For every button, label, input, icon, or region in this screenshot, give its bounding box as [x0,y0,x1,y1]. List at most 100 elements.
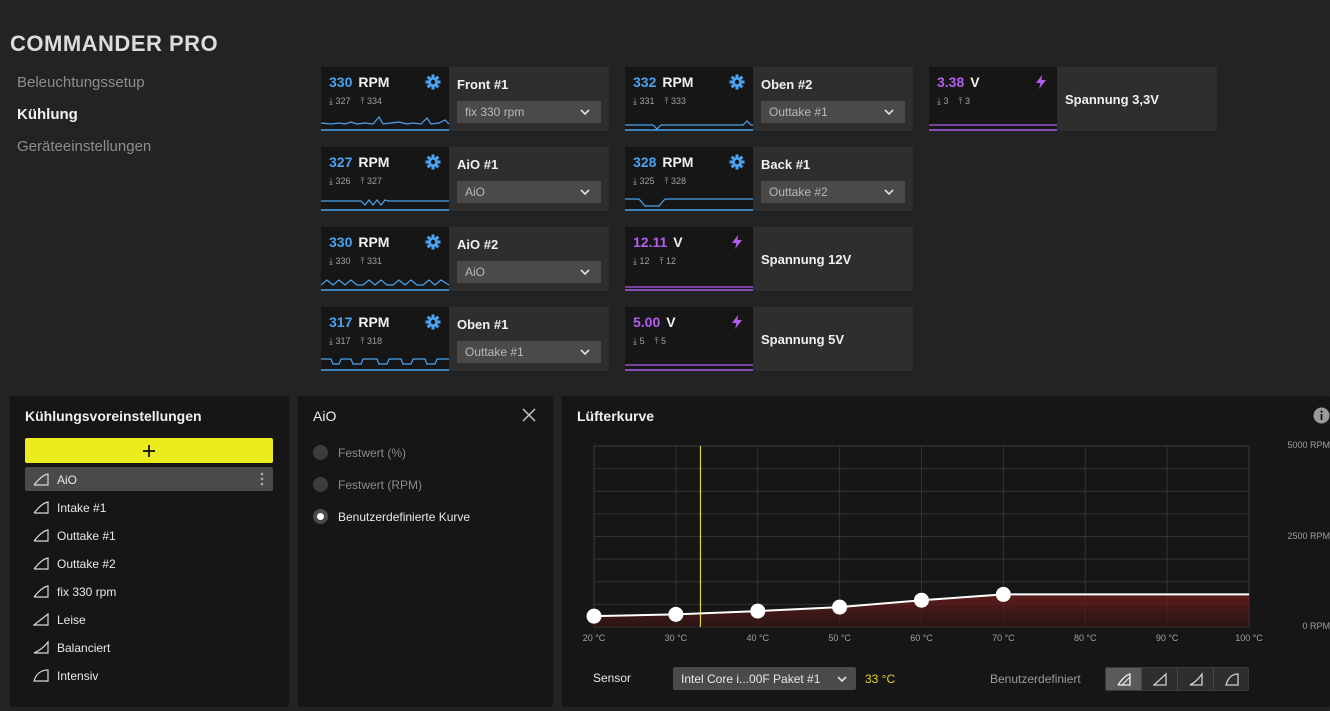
lightning-icon [732,235,742,249]
curve-point[interactable] [832,599,848,615]
preset-item-outtake2[interactable]: Outtake #2 [25,551,273,575]
fan-card-oben1[interactable]: 317 RPM ⤓ 317 ⤒ 318 Oben #1 Outtake #1 [321,307,609,371]
preset-item-leise[interactable]: Leise [25,607,273,631]
min-value: ⤓ 331 [633,96,655,106]
min-value: ⤓ 330 [329,256,351,266]
fan-name: Oben #2 [761,77,813,92]
voltage-name: Spannung 5V [761,332,845,347]
voltage-sparkline [929,124,1057,131]
voltage-unit: V [673,234,683,250]
curve-point[interactable] [668,606,684,622]
x-tick-label: 90 °C [1155,633,1179,643]
x-tick-label: 60 °C [910,633,933,643]
radio-label: Benutzerdefinierte Kurve [338,510,471,524]
voltage-sparkline [625,286,753,291]
more-options-icon[interactable] [259,471,265,487]
rpm-value: 330 [329,234,353,250]
preset-label: Intake #1 [57,501,107,515]
voltage-unit: V [970,74,980,90]
preset-label: AiO [57,473,78,487]
voltage-card-3v3[interactable]: 3.38 V ⤓ 3 ⤒ 3 Spannung 3,3V [929,67,1217,131]
curve-icon [33,529,49,542]
curve-point[interactable] [586,608,602,624]
fan-card-oben2[interactable]: 332 RPM ⤓ 331 ⤒ 333 Oben #2 Outtake #1 [625,67,913,131]
gear-icon[interactable] [729,74,745,90]
curve-point[interactable] [750,603,766,619]
voltage-readout: 5.00 V ⤓ 5 ⤒ 5 [625,307,753,371]
rpm-value: 327 [329,154,353,170]
radio-label: Festwert (%) [338,446,407,460]
voltage-card-12v[interactable]: 12.11 V ⤓ 12 ⤒ 12 Spannung 12V [625,227,913,291]
presets-title: Kühlungsvoreinstellungen [25,408,202,424]
chevron-down-icon [580,349,590,356]
nav-item-cooling[interactable]: Kühlung [17,106,78,123]
gear-icon[interactable] [729,154,745,170]
rpm-value: 328 [633,154,657,170]
gear-icon[interactable] [425,234,441,250]
x-tick-label: 40 °C [746,633,770,643]
mode-intense-button[interactable] [1214,668,1250,690]
nav-item-device-settings[interactable]: Geräteeinstellungen [17,138,152,155]
custom-curve-icon [1117,673,1131,686]
preset-item-balanciert[interactable]: Balanciert [25,635,273,659]
close-icon[interactable] [521,407,537,423]
lightning-icon [1036,75,1046,89]
plus-icon [143,445,155,457]
fan-curve-panel: Lüfterkurve 5000 RPM 2500 RPM 0 RPM 20 °… [562,396,1330,707]
min-value: ⤓ 326 [329,176,351,186]
rpm-value: 330 [329,74,353,90]
preset-item-intensiv[interactable]: Intensiv [25,663,273,687]
mode-custom-button[interactable] [1106,668,1142,690]
curve-point[interactable] [995,586,1011,602]
balanced-curve-icon [1189,672,1203,686]
voltage-name: Spannung 3,3V [1065,92,1159,107]
preset-item-outtake1[interactable]: Outtake #1 [25,523,273,547]
app-title: COMMANDER PRO [10,31,219,56]
sensor-select[interactable]: Intel Core i...00F Paket #1 [673,667,856,690]
fan-card-aio2[interactable]: 330 RPM ⤓ 330 ⤒ 331 AiO #2 AiO [321,227,609,291]
x-tick-label: 50 °C [828,633,851,643]
mode-balanced-button[interactable] [1178,668,1214,690]
mode-quiet-button[interactable] [1142,668,1178,690]
y-tick-label: 5000 RPM [1287,440,1330,450]
min-value: ⤓ 3 [937,96,949,106]
curve-point[interactable] [914,592,929,608]
fan-card-back1[interactable]: 328 RPM ⤓ 325 ⤒ 328 Back #1 Outtake #2 [625,147,913,211]
chevron-down-icon [837,676,847,683]
preset-item-aio[interactable]: AiO [25,467,273,491]
gear-icon[interactable] [425,154,441,170]
max-value: ⤒ 331 [360,256,383,266]
preset-item-fix330[interactable]: fix 330 rpm [25,579,273,603]
max-value: ⤒ 328 [664,176,687,186]
intense-curve-icon [33,669,49,682]
preset-select[interactable]: Outtake #1 [761,101,905,123]
rpm-sparkline [625,198,753,211]
preset-select[interactable]: AiO [457,261,601,283]
preset-select[interactable]: Outtake #2 [761,181,905,203]
aio-panel: AiO Festwert (%) Festwert (RPM) Benutzer… [298,396,553,707]
info-icon[interactable] [1313,407,1330,424]
max-value: ⤒ 318 [360,336,383,346]
voltage-card-5v[interactable]: 5.00 V ⤓ 5 ⤒ 5 Spannung 5V [625,307,913,371]
gear-icon[interactable] [425,74,441,90]
gear-icon[interactable] [425,314,441,330]
sensor-label: Sensor [593,671,632,685]
fan-readout: 330 RPM ⤓ 330 ⤒ 331 [321,227,449,291]
y-tick-label: 2500 RPM [1287,531,1330,541]
chevron-down-icon [884,109,894,116]
fan-curve-title: Lüfterkurve [577,408,655,424]
curve-icon [33,501,49,514]
fan-card-aio1[interactable]: 327 RPM ⤓ 326 ⤒ 327 AiO #1 AiO [321,147,609,211]
add-preset-button[interactable] [25,438,273,463]
preset-select[interactable]: Outtake #1 [457,341,601,363]
preset-select[interactable]: fix 330 rpm [457,101,601,123]
fan-curve-chart[interactable] [582,438,1262,638]
rpm-unit: RPM [662,74,694,90]
nav-item-lighting[interactable]: Beleuchtungssetup [17,74,145,91]
curve-icon [33,473,49,486]
preset-select[interactable]: AiO [457,181,601,203]
preset-item-intake1[interactable]: Intake #1 [25,495,273,519]
fan-card-front1[interactable]: 330 RPM ⤓ 327 ⤒ 334 Front #1 fix 330 rpm [321,67,609,131]
rpm-sparkline [321,358,449,371]
chevron-down-icon [580,109,590,116]
